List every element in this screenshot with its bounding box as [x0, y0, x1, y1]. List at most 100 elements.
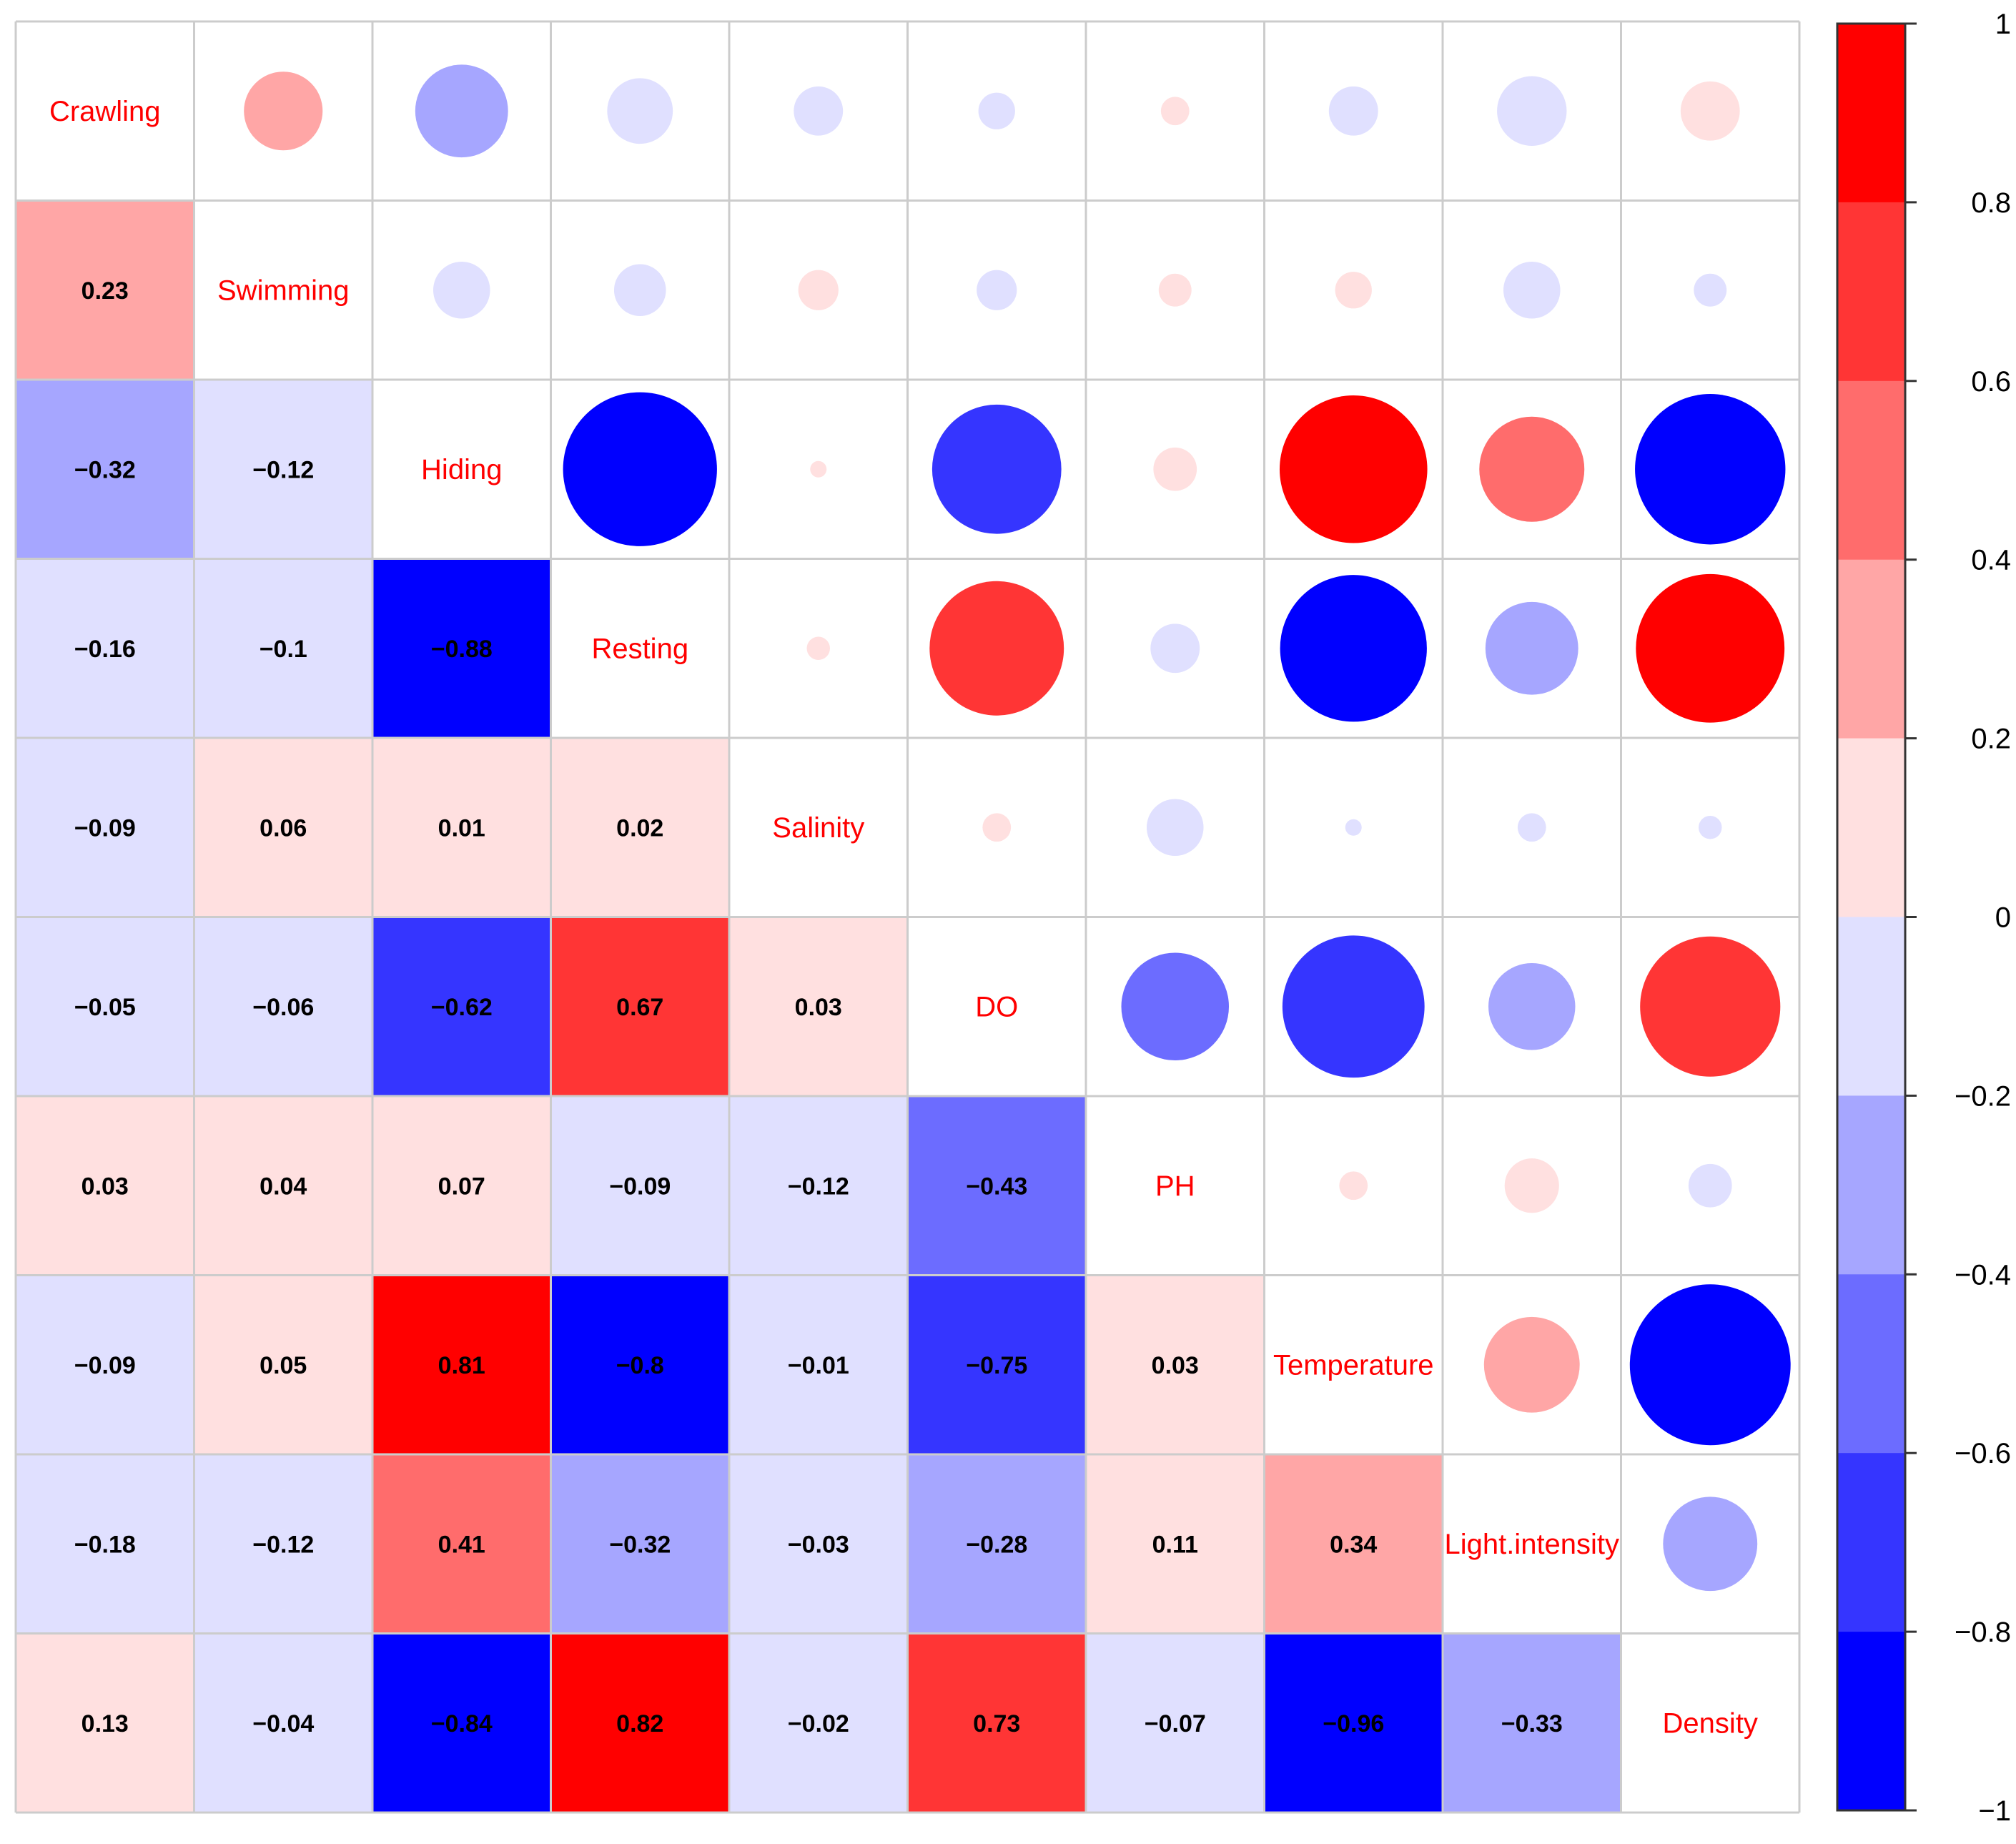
- matrix-cell-8-5: [907, 1454, 1087, 1634]
- legend-bin-8: [1837, 1453, 1905, 1632]
- correlation-circle-2-8: [1479, 416, 1585, 522]
- matrix-cell-4-1: [194, 738, 373, 917]
- cell-value-6-4: −0.12: [788, 1173, 849, 1200]
- correlation-circle-4-8: [1517, 813, 1546, 842]
- variable-label-swimming: Swimming: [217, 275, 349, 306]
- legend-bin-3: [1837, 559, 1905, 739]
- legend-bin-7: [1837, 1274, 1905, 1454]
- cell-value-7-0: −0.09: [74, 1352, 136, 1379]
- matrix-cell-3-0: [16, 558, 194, 739]
- cell-value-7-4: −0.01: [788, 1352, 849, 1379]
- legend-bin-2: [1837, 380, 1905, 561]
- cell-value-6-5: −0.43: [966, 1173, 1027, 1200]
- variable-label-density: Density: [1663, 1707, 1758, 1739]
- cell-value-6-3: −0.09: [609, 1173, 671, 1200]
- cell-value-2-0: −0.32: [74, 456, 136, 483]
- cell-value-7-2: 0.81: [438, 1352, 485, 1379]
- cell-value-7-5: −0.75: [966, 1352, 1027, 1379]
- cell-value-8-3: −0.32: [609, 1531, 671, 1558]
- variable-label-crawling: Crawling: [49, 96, 161, 127]
- correlation-circle-0-3: [607, 78, 673, 144]
- legend-tick-label-9: −0.8: [1955, 1617, 2011, 1648]
- legend-tick-label-0: 1: [1995, 9, 2011, 40]
- correlation-circle-0-5: [978, 92, 1015, 129]
- matrix-cell-3-2: [372, 558, 551, 739]
- legend-tick-label-7: −0.4: [1955, 1259, 2011, 1291]
- cell-value-7-1: 0.05: [260, 1352, 307, 1379]
- legend-bin-9: [1837, 1632, 1905, 1811]
- correlation-circle-6-9: [1688, 1163, 1732, 1208]
- matrix-cell-6-0: [16, 1096, 194, 1276]
- legend-tick-label-5: 0: [1995, 902, 2011, 934]
- cell-value-2-1: −0.12: [252, 456, 314, 483]
- correlation-circle-3-4: [806, 636, 830, 660]
- matrix-cell-7-6: [1086, 1275, 1265, 1455]
- correlation-circle-4-6: [1146, 799, 1204, 857]
- correlation-circle-3-9: [1636, 573, 1785, 723]
- correlation-circle-1-2: [433, 261, 490, 319]
- cell-value-1-0: 0.23: [81, 277, 129, 305]
- cell-value-6-1: 0.04: [260, 1173, 307, 1200]
- variable-label-resting: Resting: [591, 633, 688, 664]
- legend-bin-4: [1837, 738, 1905, 918]
- matrix-cell-2-1: [194, 380, 373, 559]
- legend-tick-label-1: 0.8: [1971, 187, 2011, 219]
- matrix-cell-8-4: [729, 1454, 908, 1634]
- matrix-cell-8-7: [1264, 1454, 1443, 1634]
- variable-label-hiding: Hiding: [421, 454, 502, 485]
- legend-tick-label-10: −1: [1978, 1795, 2011, 1827]
- variable-label-light-intensity: Light.intensity: [1444, 1529, 1619, 1560]
- color-legend: 1 0.8 0.6 0.4 0.2 0 −0.2 −0.4 −0.6 −0.8 −1: [1836, 9, 2011, 1827]
- matrix-cell-6-3: [550, 1096, 730, 1276]
- matrix-cell-8-2: [372, 1454, 551, 1634]
- correlation-circle-4-9: [1699, 816, 1722, 839]
- cell-value-9-3: 0.82: [616, 1710, 663, 1737]
- correlation-circle-3-8: [1485, 601, 1578, 695]
- correlation-circle-2-6: [1153, 447, 1197, 491]
- correlation-circle-1-8: [1503, 261, 1561, 319]
- correlation-circle-1-4: [798, 270, 839, 310]
- correlation-circle-1-7: [1335, 272, 1372, 309]
- correlation-circle-2-7: [1279, 395, 1428, 543]
- cell-value-5-1: −0.06: [252, 994, 314, 1021]
- cell-value-9-8: −0.33: [1501, 1710, 1563, 1737]
- correlation-circle-3-6: [1150, 623, 1200, 674]
- cell-value-9-4: −0.02: [788, 1710, 849, 1737]
- correlation-circle-2-5: [932, 404, 1062, 534]
- correlation-circle-5-9: [1640, 936, 1781, 1077]
- matrix-cell-2-0: [16, 380, 194, 559]
- matrix-cell-6-1: [194, 1096, 373, 1276]
- cell-value-5-2: −0.62: [431, 994, 493, 1021]
- cell-value-8-4: −0.03: [788, 1531, 849, 1558]
- legend-tick-label-4: 0.2: [1971, 724, 2011, 755]
- correlation-circle-0-8: [1497, 76, 1567, 146]
- cell-value-4-0: −0.09: [74, 814, 136, 842]
- correlation-circle-5-6: [1121, 952, 1230, 1061]
- matrix-cell-8-0: [16, 1454, 194, 1634]
- matrix-cell-7-1: [194, 1275, 373, 1455]
- correlation-circle-2-9: [1635, 394, 1786, 545]
- legend-tick-label-2: 0.6: [1971, 366, 2011, 398]
- variable-label-salinity: Salinity: [772, 812, 864, 844]
- correlation-circle-1-6: [1158, 273, 1192, 307]
- correlation-circle-0-6: [1160, 97, 1190, 126]
- upper-triangle-circles: [244, 64, 1791, 1592]
- correlation-circle-0-4: [794, 86, 844, 136]
- correlation-circle-7-8: [1483, 1316, 1580, 1413]
- correlation-circle-1-3: [613, 264, 666, 317]
- correlation-circle-3-7: [1280, 575, 1427, 722]
- cell-value-9-0: 0.13: [81, 1710, 129, 1737]
- cell-value-5-4: 0.03: [795, 994, 842, 1021]
- correlation-circle-7-9: [1629, 1284, 1791, 1446]
- legend-bin-0: [1837, 24, 1905, 203]
- correlation-circle-6-7: [1339, 1171, 1368, 1200]
- correlation-circle-0-2: [415, 64, 508, 158]
- correlation-circle-4-7: [1345, 819, 1362, 836]
- cell-value-4-2: 0.01: [438, 814, 485, 842]
- matrix-cell-8-3: [550, 1454, 730, 1634]
- cell-value-6-2: 0.07: [438, 1173, 485, 1200]
- cell-value-6-0: 0.03: [81, 1173, 129, 1200]
- cell-value-9-5: 0.73: [973, 1710, 1020, 1737]
- matrix-cell-8-1: [194, 1454, 373, 1634]
